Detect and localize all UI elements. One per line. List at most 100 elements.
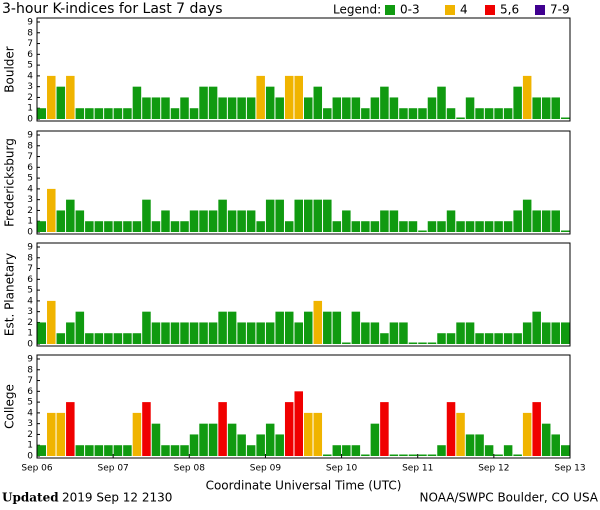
y-tick-label: 1 xyxy=(27,217,33,227)
bar xyxy=(265,86,275,119)
bar xyxy=(37,445,47,456)
updated-label: Updated xyxy=(2,491,59,505)
bar xyxy=(75,311,85,344)
bar xyxy=(494,108,503,119)
bar xyxy=(66,402,75,456)
bar xyxy=(522,199,532,232)
bar xyxy=(503,108,513,119)
y-tick-label: 3 xyxy=(27,307,33,317)
bar xyxy=(75,210,85,232)
bar xyxy=(142,97,151,119)
bar xyxy=(227,210,237,232)
legend-swatch xyxy=(445,5,455,15)
bar xyxy=(351,97,361,119)
bar xyxy=(494,454,503,456)
panel-label: Fredericksburg xyxy=(3,138,17,227)
bar xyxy=(342,97,351,119)
bar xyxy=(85,108,94,119)
bar xyxy=(85,445,94,456)
bar xyxy=(541,97,551,119)
bar xyxy=(465,434,475,456)
bar xyxy=(218,199,227,232)
bar xyxy=(380,210,389,232)
y-tick-label: 1 xyxy=(27,104,33,114)
bar xyxy=(313,412,323,456)
bar xyxy=(380,333,389,344)
bar xyxy=(56,412,66,456)
bar xyxy=(170,108,180,119)
bar xyxy=(94,445,104,456)
bar xyxy=(437,221,446,232)
bar xyxy=(418,230,427,232)
bar xyxy=(494,333,503,344)
bar xyxy=(389,97,399,119)
bar xyxy=(370,423,380,456)
bar xyxy=(465,97,475,119)
bar xyxy=(446,333,456,344)
bar xyxy=(522,322,532,344)
bar xyxy=(56,210,66,232)
bar xyxy=(227,97,237,119)
bar xyxy=(370,221,380,232)
bar xyxy=(532,210,541,232)
bar xyxy=(47,188,56,232)
bar xyxy=(161,210,170,232)
bar xyxy=(475,333,484,344)
bar xyxy=(180,445,189,456)
bar xyxy=(456,221,465,232)
bar xyxy=(256,75,265,119)
bar xyxy=(560,445,570,456)
bar xyxy=(399,322,408,344)
bar xyxy=(170,221,180,232)
bar xyxy=(142,199,151,232)
bar xyxy=(180,221,189,232)
y-tick-label: 9 xyxy=(27,243,33,253)
bar xyxy=(427,342,437,344)
bar xyxy=(151,423,161,456)
bar xyxy=(370,97,380,119)
bar xyxy=(465,322,475,344)
bar xyxy=(246,210,256,232)
bar xyxy=(151,322,161,344)
bar xyxy=(199,322,208,344)
bar xyxy=(465,221,475,232)
y-tick-label: 7 xyxy=(27,376,33,386)
y-tick-label: 8 xyxy=(27,141,33,151)
source: NOAA/SWPC Boulder, CO USA xyxy=(420,491,599,505)
bar xyxy=(237,210,246,232)
bar xyxy=(313,86,323,119)
bar xyxy=(47,75,56,119)
bar xyxy=(161,445,170,456)
bar xyxy=(199,86,208,119)
y-tick-label: 4 xyxy=(27,296,33,306)
bar xyxy=(351,445,361,456)
bar xyxy=(189,108,199,119)
y-tick-label: 4 xyxy=(27,71,33,81)
bar xyxy=(522,412,532,456)
y-tick-label: 2 xyxy=(27,93,33,103)
bar xyxy=(294,391,303,456)
bar xyxy=(85,221,94,232)
bar xyxy=(56,333,66,344)
bar xyxy=(94,108,104,119)
bar xyxy=(170,445,180,456)
bar xyxy=(456,322,465,344)
bar xyxy=(475,108,484,119)
x-axis-label: Coordinate Universal Time (UTC) xyxy=(206,479,402,493)
panel-label: Est. Planetary xyxy=(3,253,17,336)
bar xyxy=(304,412,313,456)
y-tick-label: 8 xyxy=(27,28,33,38)
bar xyxy=(237,322,246,344)
y-tick-label: 7 xyxy=(27,39,33,49)
y-tick-label: 6 xyxy=(27,163,33,173)
bar xyxy=(551,322,560,344)
bar xyxy=(218,402,227,456)
bar xyxy=(304,97,313,119)
bar xyxy=(66,199,75,232)
bar xyxy=(180,322,189,344)
y-tick-label: 9 xyxy=(27,131,33,141)
bar xyxy=(113,108,123,119)
bar xyxy=(541,423,551,456)
bar xyxy=(551,434,560,456)
